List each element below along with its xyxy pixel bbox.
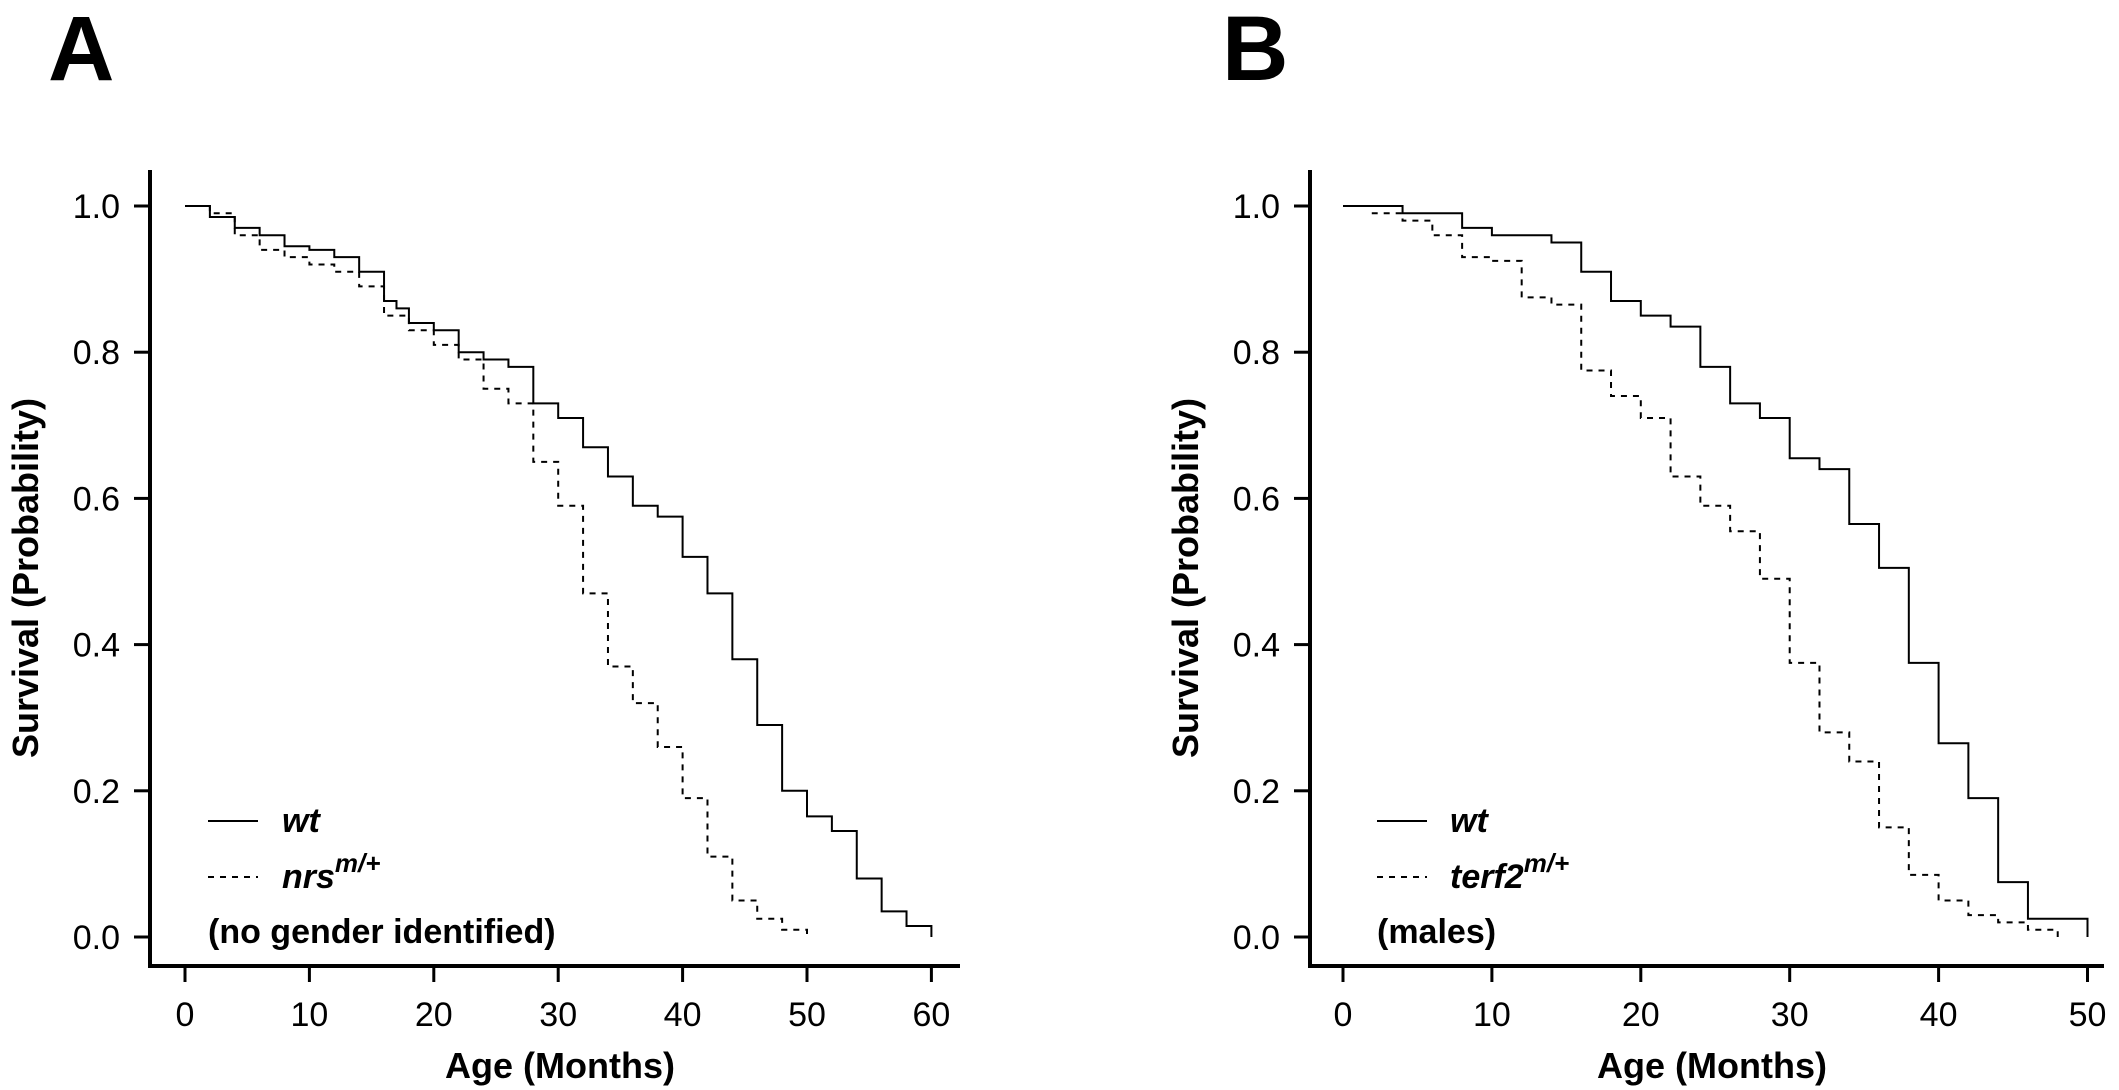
legend-a: wt nrsm/+ (no gender identified) — [208, 802, 556, 951]
survival-chart-a: A 0.0 0.2 0.4 0.6 0.8 1.0 0 10 20 30 40 50 60 Age (Mo… — [5, 0, 960, 1086]
legend-label-nrs-base: nrs — [282, 858, 335, 896]
series-line-terf2-b — [1343, 205, 2059, 937]
panel-a: A 0.0 0.2 0.4 0.6 0.8 1.0 0 10 20 30 40 50 60 Age (Mo… — [5, 0, 960, 1086]
x-tick-label-a: 50 — [788, 996, 826, 1034]
legend-label-terf2-base: terf2 — [1450, 858, 1524, 896]
y-tick-label-a: 0.2 — [73, 773, 120, 811]
legend-note-b: (males) — [1377, 913, 1496, 951]
panel-letter-a: A — [48, 0, 114, 100]
plot-area-b: 0.0 0.2 0.4 0.6 0.8 1.0 0 10 20 30 40 50 Age (Months… — [1165, 170, 2106, 1086]
x-tick-label-a: 30 — [539, 996, 577, 1034]
x-tick-label-a: 0 — [176, 996, 195, 1034]
x-tick-label-b: 10 — [1473, 996, 1511, 1034]
series-line-wt-b — [1343, 205, 2089, 937]
y-tick-label-b: 0.2 — [1233, 773, 1280, 811]
y-axis-title-a: Survival (Probability) — [5, 398, 46, 758]
legend-label-nrs-a: nrsm/+ — [282, 848, 380, 896]
panel-letter-b: B — [1222, 0, 1288, 100]
x-tick-label-b: 20 — [1622, 996, 1660, 1034]
panel-b: B 0.0 0.2 0.4 0.6 0.8 1.0 0 10 20 30 40 50 Age (Mont… — [1060, 0, 2119, 1090]
y-tick-label-b: 0.6 — [1233, 480, 1280, 518]
y-tick-label-a: 0.0 — [73, 919, 120, 957]
x-tick-label-b: 0 — [1334, 996, 1353, 1034]
legend-label-wt-a: wt — [282, 802, 321, 840]
y-tick-label-a: 0.8 — [73, 334, 120, 372]
x-tick-label-a: 60 — [912, 996, 950, 1034]
y-tick-label-a: 1.0 — [73, 188, 120, 226]
y-tick-label-a: 0.6 — [73, 480, 120, 518]
y-axis-title-b: Survival (Probability) — [1165, 398, 1206, 758]
y-tick-label-b: 0.0 — [1233, 919, 1280, 957]
legend-b: wt terf2m/+ (males) — [1377, 802, 1569, 951]
series-line-nrs-a — [185, 205, 808, 937]
y-tick-label-b: 0.8 — [1233, 334, 1280, 372]
survival-chart-b: B 0.0 0.2 0.4 0.6 0.8 1.0 0 10 20 30 40 50 Age (Mont… — [1165, 0, 2106, 1086]
x-tick-label-a: 40 — [664, 996, 702, 1034]
y-tick-label-a: 0.4 — [73, 627, 120, 665]
series-line-wt-a — [185, 205, 933, 937]
x-axis-title-b: Age (Months) — [1597, 1045, 1827, 1086]
x-tick-label-b: 30 — [1771, 996, 1809, 1034]
legend-label-terf2-sup: m/+ — [1524, 848, 1570, 878]
x-tick-label-a: 10 — [290, 996, 328, 1034]
x-axis-title-a: Age (Months) — [445, 1045, 675, 1086]
x-tick-label-b: 50 — [2069, 996, 2107, 1034]
y-tick-label-b: 0.4 — [1233, 627, 1280, 665]
legend-note-a: (no gender identified) — [208, 913, 556, 951]
x-tick-label-a: 20 — [415, 996, 453, 1034]
legend-label-terf2-b: terf2m/+ — [1450, 848, 1569, 896]
x-tick-label-b: 40 — [1920, 996, 1958, 1034]
legend-label-wt-b: wt — [1450, 802, 1489, 840]
legend-label-nrs-sup: m/+ — [335, 848, 381, 878]
plot-area-a: 0.0 0.2 0.4 0.6 0.8 1.0 0 10 20 30 40 50 60 Age (Mont… — [5, 170, 960, 1086]
y-tick-label-b: 1.0 — [1233, 188, 1280, 226]
